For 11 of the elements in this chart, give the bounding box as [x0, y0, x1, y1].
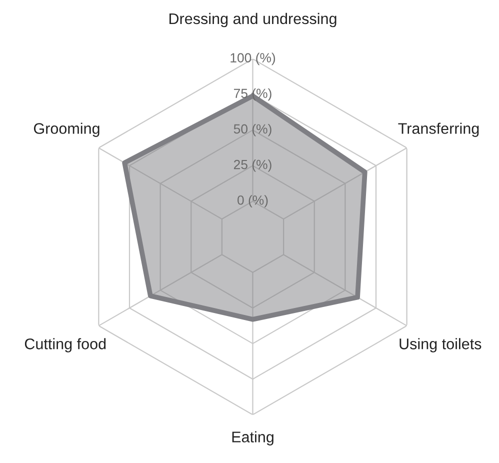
spoke-label: Eating: [232, 431, 274, 446]
y-tick-label: 100 (%): [230, 52, 276, 66]
y-tick-label: 50 (%): [234, 124, 272, 136]
spoke-label: Dressing and undressing: [170, 12, 336, 28]
y-tick-label: 0 (%): [238, 195, 268, 208]
y-tick-label: 25 (%): [234, 160, 272, 172]
spoke-label: Transferring: [398, 122, 479, 137]
spoke-label: Grooming: [34, 122, 100, 137]
spoke-label: Using toilets: [400, 338, 482, 352]
spoke-label: Cutting food: [24, 338, 106, 352]
y-tick-label: 75 (%): [234, 88, 272, 101]
